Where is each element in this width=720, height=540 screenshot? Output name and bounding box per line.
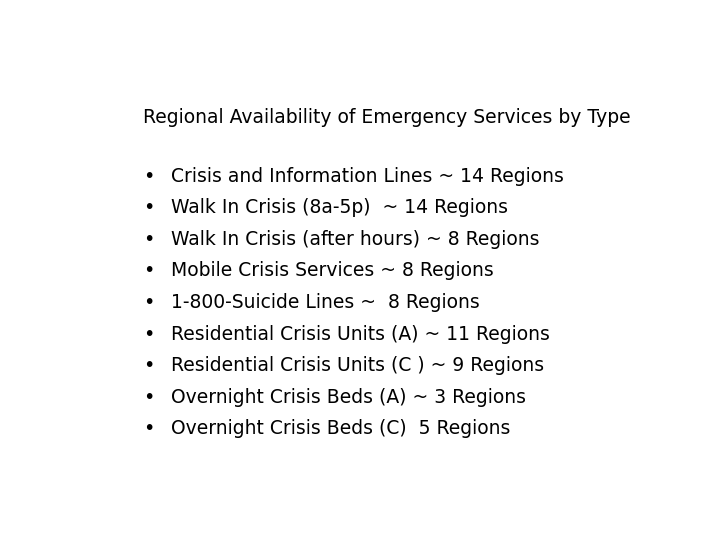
Text: •: • [143, 167, 154, 186]
Text: Mobile Crisis Services ~ 8 Regions: Mobile Crisis Services ~ 8 Regions [171, 261, 494, 280]
Text: •: • [143, 356, 154, 375]
Text: •: • [143, 230, 154, 249]
Text: Overnight Crisis Beds (C)  5 Regions: Overnight Crisis Beds (C) 5 Regions [171, 420, 510, 438]
Text: Regional Availability of Emergency Services by Type: Regional Availability of Emergency Servi… [143, 109, 631, 127]
Text: Overnight Crisis Beds (A) ~ 3 Regions: Overnight Crisis Beds (A) ~ 3 Regions [171, 388, 526, 407]
Text: •: • [143, 388, 154, 407]
Text: Walk In Crisis (8a-5p)  ~ 14 Regions: Walk In Crisis (8a-5p) ~ 14 Regions [171, 198, 508, 217]
Text: •: • [143, 325, 154, 343]
Text: Walk In Crisis (after hours) ~ 8 Regions: Walk In Crisis (after hours) ~ 8 Regions [171, 230, 539, 249]
Text: Crisis and Information Lines ~ 14 Regions: Crisis and Information Lines ~ 14 Region… [171, 167, 564, 186]
Text: •: • [143, 420, 154, 438]
Text: •: • [143, 293, 154, 312]
Text: •: • [143, 198, 154, 217]
Text: •: • [143, 261, 154, 280]
Text: 1-800-Suicide Lines ~  8 Regions: 1-800-Suicide Lines ~ 8 Regions [171, 293, 480, 312]
Text: Residential Crisis Units (C ) ~ 9 Regions: Residential Crisis Units (C ) ~ 9 Region… [171, 356, 544, 375]
Text: Residential Crisis Units (A) ~ 11 Regions: Residential Crisis Units (A) ~ 11 Region… [171, 325, 550, 343]
